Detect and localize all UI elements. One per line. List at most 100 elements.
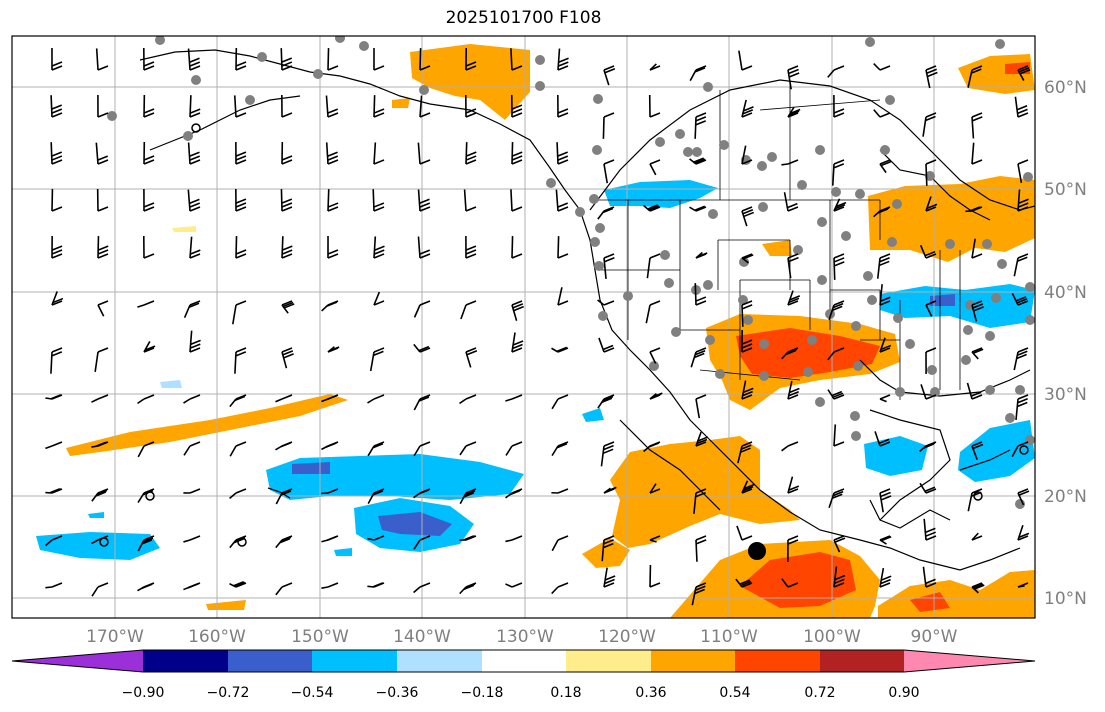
- wind-barb-feather: [511, 394, 523, 400]
- colorbar-segment: [143, 650, 228, 672]
- wind-barb-feather: [833, 163, 845, 169]
- wind-barb-feather: [143, 108, 155, 114]
- wind-barb-feather: [97, 245, 109, 251]
- wind-barb-feather: [557, 151, 568, 157]
- wind-barb-feather: [740, 580, 752, 587]
- lon-tick: 130°W: [496, 627, 554, 647]
- wind-barb-feather: [283, 303, 295, 309]
- wind-barb-feather: [373, 112, 385, 118]
- wind-barb-feather: [511, 108, 523, 114]
- wind-barb-feather: [419, 535, 431, 541]
- wind-barb-feather: [281, 394, 293, 400]
- wind-barb-feather: [695, 65, 707, 71]
- wind-barb-feather: [649, 65, 661, 71]
- wind-barb-feather: [419, 198, 430, 205]
- lat-tick: 20°N: [1044, 487, 1087, 507]
- wind-barb-feather: [833, 394, 845, 400]
- wind-barb-feather: [327, 155, 339, 161]
- wind-barb-feather: [925, 582, 937, 588]
- wind-barb-feather: [603, 347, 615, 353]
- wind-barb-feather: [1016, 353, 1027, 360]
- wind-barb-feather: [1017, 159, 1029, 165]
- wind-barb-feather: [235, 347, 247, 353]
- wind-barb-feather: [557, 394, 569, 400]
- wind-barb-feather: [787, 441, 799, 447]
- wind-barb-feather: [95, 491, 107, 497]
- wind-barb-feather: [649, 347, 661, 353]
- wind-barb-staff: [97, 304, 105, 317]
- wind-barb-feather: [649, 253, 661, 259]
- wind-barb-feather: [603, 159, 615, 165]
- colorbar-low-extend: [12, 650, 143, 672]
- wind-barb-feather: [465, 61, 477, 67]
- wind-barb-feather: [695, 394, 707, 400]
- wind-barb-feather: [281, 535, 293, 541]
- wind-barb-feather: [833, 65, 845, 71]
- wind-barb-feather: [233, 581, 244, 587]
- wind-barb-staff: [966, 382, 973, 400]
- wind-barb-feather: [878, 260, 890, 267]
- wind-barb-staff: [373, 236, 377, 259]
- wind-barb-feather: [694, 588, 705, 595]
- wind-barb-feather: [466, 350, 478, 356]
- fill-lightblue-1: [160, 380, 182, 388]
- wind-barb-feather: [235, 441, 247, 447]
- wind-barb-feather: [143, 202, 155, 208]
- wind-barb-feather: [419, 394, 431, 400]
- wind-barb-feather: [51, 245, 63, 251]
- wind-barb-feather: [1017, 488, 1029, 494]
- wind-barb-staff: [603, 567, 608, 588]
- wind-barb-staff: [787, 290, 794, 306]
- wind-barb-staff: [327, 48, 330, 71]
- wind-barb-feather: [604, 257, 615, 263]
- wind-barb-feather: [280, 441, 292, 448]
- wind-barb-staff: [741, 257, 749, 264]
- wind-barb-staff: [598, 337, 605, 353]
- wind-barb-staff: [833, 424, 837, 447]
- wind-barb-feather: [374, 245, 385, 251]
- colorbar-segment: [397, 650, 482, 672]
- wind-barb-staff: [879, 163, 887, 174]
- fill-orange-gulfak: [392, 98, 410, 108]
- wind-barb-staff: [879, 567, 885, 588]
- wind-barb-feather: [419, 112, 431, 118]
- wind-barb-feather: [51, 253, 63, 259]
- colorbar-segment: [566, 650, 651, 672]
- wind-barb-feather: [1018, 67, 1030, 73]
- wind-barb-feather: [557, 112, 569, 118]
- wind-barb-feather: [833, 582, 845, 588]
- wind-barb-feather: [971, 116, 983, 122]
- wind-barb-feather: [465, 253, 477, 259]
- wind-barb-staff: [736, 525, 743, 541]
- wind-barb-staff: [971, 351, 979, 360]
- wind-barb-feather: [557, 108, 569, 114]
- wind-barb-feather: [1017, 256, 1028, 263]
- wind-barb-feather: [419, 582, 431, 588]
- colorbar-label: 0.36: [635, 685, 666, 701]
- wind-barb-staff: [91, 398, 99, 403]
- wind-barb-staff: [741, 480, 749, 494]
- wind-barb-feather: [373, 108, 385, 114]
- wind-barb-feather: [742, 486, 754, 492]
- wind-barb-feather: [143, 535, 155, 541]
- wind-barb-feather: [880, 575, 892, 581]
- wind-barb-feather: [235, 151, 247, 157]
- wind-barb-feather: [511, 104, 523, 110]
- wind-barb-feather: [834, 578, 845, 585]
- wind-barb-feather: [373, 300, 385, 306]
- wind-barb-feather: [741, 343, 753, 349]
- wind-barb-feather: [972, 348, 984, 354]
- lon-tick: 160°W: [188, 627, 246, 647]
- wind-barb-feather: [834, 204, 846, 210]
- fill-royalblue-hawaii2: [378, 512, 452, 536]
- wind-barb-feather: [925, 578, 936, 585]
- wind-barb-staff: [557, 236, 560, 259]
- wind-barb-feather: [695, 296, 707, 302]
- wind-barb-feather: [695, 116, 707, 122]
- wind-barb-feather: [832, 302, 844, 309]
- wind-barb-staff: [827, 351, 835, 361]
- lat-tick: 10°N: [1044, 589, 1087, 609]
- colorbar-segment: [312, 650, 397, 672]
- wind-barb-feather: [143, 65, 155, 71]
